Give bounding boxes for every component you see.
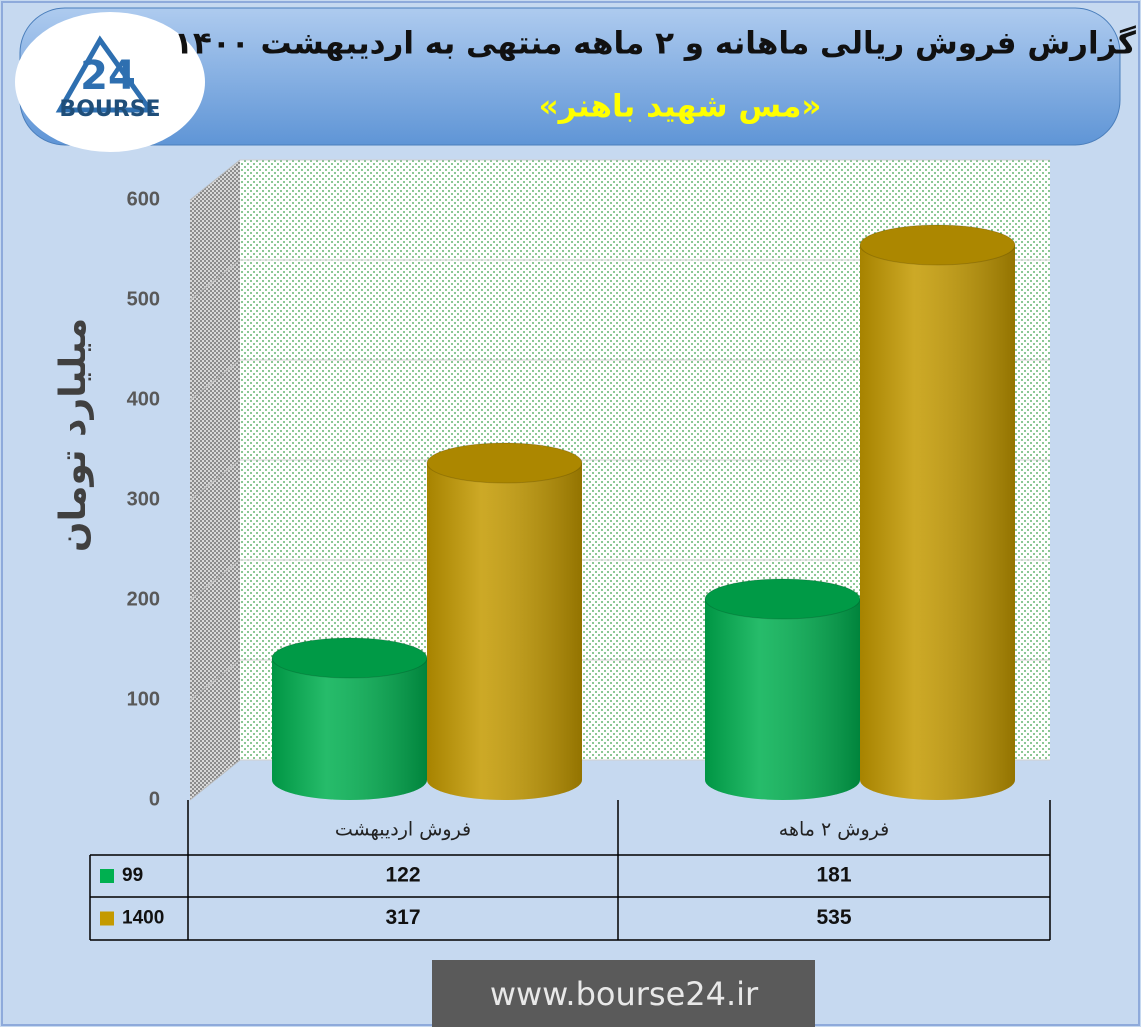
- table-value: 181: [816, 864, 851, 887]
- logo-badge: [15, 12, 205, 152]
- table-value: 122: [385, 864, 420, 887]
- legend-swatch: [100, 911, 114, 926]
- bar-top: [859, 224, 1016, 266]
- y-tick-label: 400: [127, 388, 160, 410]
- grid-line: [189, 659, 241, 701]
- y-tick-label: 500: [127, 288, 160, 310]
- grid-line: [189, 559, 241, 601]
- chart-title: گزارش فروش ریالی ماهانه و ۲ ماهه منتهی ب…: [174, 25, 1137, 62]
- grid-line: [189, 459, 241, 501]
- bar-top-shade: [272, 638, 427, 678]
- bar-top: [426, 442, 583, 484]
- table-value: 317: [385, 906, 420, 929]
- bar-shade: [427, 463, 582, 800]
- x-tick-label: فروش ۲ ماهه: [779, 819, 889, 841]
- bar-top-shade: [860, 225, 1015, 265]
- y-tick-label: 200: [127, 588, 160, 610]
- y-tick-label: 0: [149, 788, 160, 810]
- legend-label: 99: [122, 865, 143, 886]
- logo-mark: 24: [80, 53, 136, 99]
- bar-top-shade: [427, 443, 582, 483]
- y-tick-label: 100: [127, 688, 160, 710]
- legend-swatch: [100, 869, 114, 883]
- table-value: 535: [816, 906, 851, 929]
- bar-shade: [272, 658, 427, 800]
- bar-shade: [705, 599, 860, 800]
- source: www.bourse24.ir: [490, 975, 759, 1013]
- source-box: [432, 960, 815, 1027]
- chart-subtitle: «مس شهید باهنر»: [539, 89, 822, 125]
- grid-line: [189, 759, 241, 801]
- y-axis-label: میلیارد تومان: [53, 318, 94, 552]
- y-tick-label: 600: [127, 188, 160, 210]
- legend-label: 1400: [122, 908, 164, 929]
- y-tick-label: 300: [127, 488, 160, 510]
- logo-name: BOURSE: [59, 97, 160, 122]
- bar-top-shade: [705, 579, 860, 619]
- x-tick-label: فروش اردیبهشت: [335, 819, 471, 841]
- grid-line: [189, 259, 241, 301]
- grid-line: [189, 159, 241, 201]
- bar-shade: [860, 245, 1015, 800]
- grid-line: [189, 359, 241, 401]
- logo-icon: [55, 35, 155, 113]
